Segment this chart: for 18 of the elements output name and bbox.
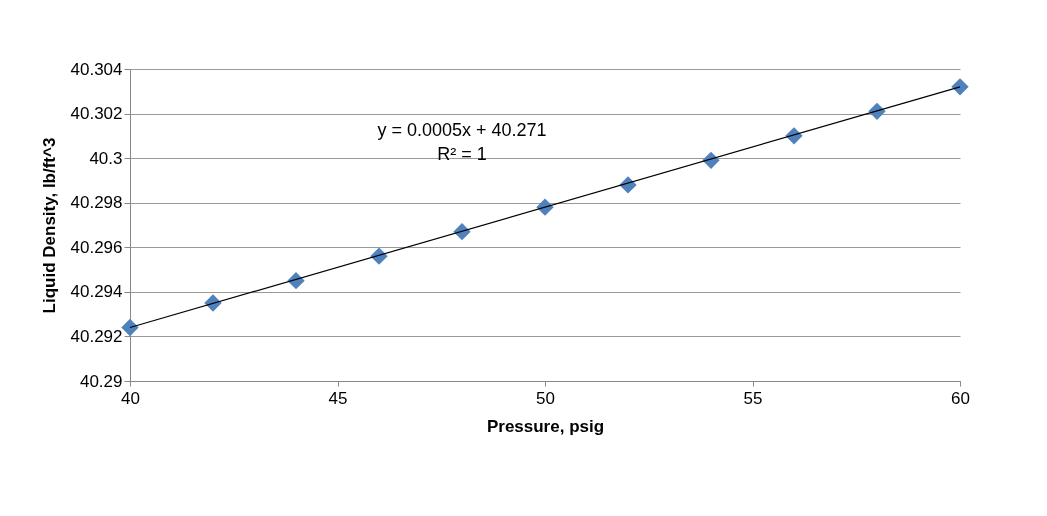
y-tick-label: 40.304 [70, 59, 123, 79]
y-tick-label: 40.296 [70, 237, 123, 257]
y-tick-label: 40.3 [89, 148, 123, 168]
annotation: y = 0.0005x + 40.271 [377, 120, 547, 141]
x-tick-label: 40 [121, 388, 140, 408]
y-tick-label: 40.294 [70, 282, 123, 302]
annotation: R² = 1 [437, 144, 487, 165]
y-tick-label: 40.29 [79, 371, 123, 391]
y-tick-label: 40.302 [70, 104, 123, 124]
x-tick-label: 55 [743, 388, 763, 408]
y-axis-title: Liquid Density, lb/ft^3 [39, 137, 59, 314]
x-tick-label: 50 [536, 388, 555, 408]
x-axis-title: Pressure, psig [486, 416, 605, 436]
y-tick-label: 40.292 [70, 326, 123, 346]
y-tick-label: 40.298 [70, 193, 123, 213]
point [121, 318, 139, 337]
x-tick-label: 45 [328, 388, 348, 408]
x-tick-label: 60 [951, 388, 970, 408]
